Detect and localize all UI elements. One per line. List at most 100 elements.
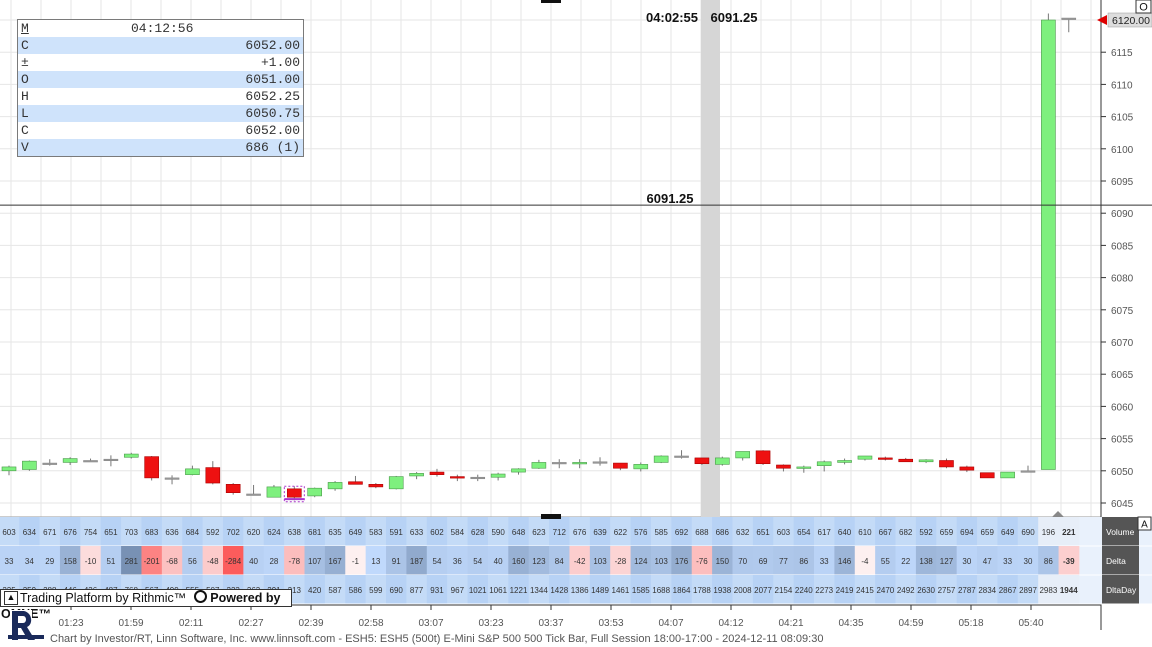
- panel-cell: [814, 546, 835, 575]
- panel-cell-value: 69: [759, 557, 768, 566]
- panel-cell: [752, 517, 774, 546]
- panel-cell-value: -284: [225, 557, 242, 566]
- panel-cell: [284, 546, 305, 575]
- panel-cell: [997, 575, 1019, 604]
- candle-body: [62, 458, 78, 463]
- panel-cell-value: 686: [716, 528, 730, 537]
- panel-cell: [447, 575, 468, 604]
- panel-cell-value: -4: [861, 557, 869, 566]
- panel-cell-value: 2415: [856, 586, 874, 595]
- panel-cell: [324, 575, 346, 604]
- panel-row-label: Volume: [1106, 527, 1135, 537]
- corner-options-label[interactable]: O: [1139, 2, 1148, 14]
- candle-body: [429, 471, 445, 475]
- panel-cell-value: 635: [328, 528, 342, 537]
- panel-cell: [610, 517, 631, 546]
- candle-body: [837, 460, 852, 463]
- candle-body: [287, 488, 302, 498]
- panel-corner-label[interactable]: A: [1141, 520, 1148, 531]
- corner-options-button[interactable]: O: [1135, 0, 1152, 14]
- panel-cell: [569, 575, 591, 604]
- candle-body: [511, 468, 526, 473]
- panel-cell: [528, 517, 550, 546]
- candle-body: [246, 493, 261, 496]
- candle: [776, 464, 791, 472]
- panel-cell-value: 2154: [775, 586, 793, 595]
- panel-cell-value: 620: [247, 528, 261, 537]
- panel-cell: [406, 517, 428, 546]
- panel-cell-value: 30: [1024, 557, 1033, 566]
- candle-body: [796, 466, 812, 469]
- panel-cell-value: 2834: [978, 586, 996, 595]
- time-axis[interactable]: 01:23 01:59 02:11 02:27 02:39 02:58 03:07 03:23…: [0, 604, 1152, 647]
- panel-cell: [1017, 546, 1039, 575]
- panel-cell-value: 138: [919, 557, 933, 566]
- time-tick-label: 01:23: [58, 618, 83, 629]
- scroll-handle-top[interactable]: [541, 0, 561, 3]
- panel-cell-value: 47: [983, 557, 992, 566]
- candle-body: [83, 460, 98, 463]
- panel-cell-value: 590: [491, 528, 505, 537]
- panel-cell-value: 639: [593, 528, 607, 537]
- panel-cell: [793, 546, 815, 575]
- panel-cell-value: 599: [369, 586, 383, 595]
- candle-body: [613, 462, 628, 469]
- candle: [633, 462, 649, 472]
- panel-cell-value: 667: [879, 528, 893, 537]
- candle: [959, 465, 975, 473]
- panel-cell: [956, 546, 978, 575]
- corner-options-box[interactable]: [1135, 0, 1152, 14]
- panel-cell: [956, 517, 978, 546]
- panel-cell-value: 124: [634, 557, 648, 566]
- panel-corner-button[interactable]: A: [1137, 516, 1152, 531]
- candle: [857, 455, 873, 461]
- panel-cell-value: 1386: [571, 586, 589, 595]
- panel-cell-value: 84: [555, 557, 564, 566]
- data-window-key: ±: [21, 55, 29, 70]
- candle: [1041, 13, 1056, 470]
- panel-cell: [1017, 517, 1039, 546]
- candle: [674, 450, 689, 459]
- panel-splitter-handle[interactable]: [541, 514, 561, 519]
- candle-body: [205, 467, 221, 484]
- panel-cell: [671, 517, 693, 546]
- candle-body: [572, 462, 587, 465]
- panel-cell: [1038, 546, 1059, 575]
- panel-cell: [691, 575, 713, 604]
- panel-corner-box[interactable]: [1137, 516, 1152, 531]
- price-tick-label: 6110: [1111, 80, 1133, 91]
- time-tick-label: 03:53: [598, 618, 623, 629]
- panel-cell-value: 586: [349, 586, 363, 595]
- panel-cell-value: 2008: [734, 586, 752, 595]
- panel-cell-value: 692: [675, 528, 689, 537]
- price-tick-label: 6095: [1111, 177, 1134, 188]
- panel-cell-value: 967: [451, 586, 465, 595]
- panel-cell: [732, 546, 754, 575]
- panel-cell: [243, 546, 265, 575]
- price-axis[interactable]: 6045 6050 6055 6060 6065 6070 6075 6080 6085 6090…: [1100, 0, 1152, 605]
- panel-cell: [610, 546, 631, 575]
- candle: [1000, 471, 1015, 479]
- panel-cell-value: 2897: [1019, 586, 1037, 595]
- candle-body: [327, 482, 343, 490]
- panel-cell-value: 676: [573, 528, 587, 537]
- panel-scroll-arrow[interactable]: [1052, 511, 1064, 517]
- panel-cell: [895, 575, 917, 604]
- panel-cell: [0, 546, 20, 575]
- candle-body: [164, 477, 180, 480]
- price-tick-label: 6080: [1111, 274, 1134, 285]
- candle: [592, 457, 608, 466]
- panel-cell-value: 2419: [836, 586, 854, 595]
- panel-cell-value: 638: [288, 528, 302, 537]
- panel-cell: [650, 575, 672, 604]
- panel-cell: [549, 546, 570, 575]
- panel-cell: [752, 575, 774, 604]
- price-tick-label: 6115: [1111, 48, 1133, 59]
- panel-cell-value: 51: [106, 557, 115, 566]
- arrow-up-icon[interactable]: ▲: [4, 591, 18, 605]
- panel-cell-value: 40: [249, 557, 258, 566]
- panel-cell: [182, 517, 204, 546]
- panel-cell: [365, 575, 387, 604]
- panel-cell-value: -76: [696, 557, 708, 566]
